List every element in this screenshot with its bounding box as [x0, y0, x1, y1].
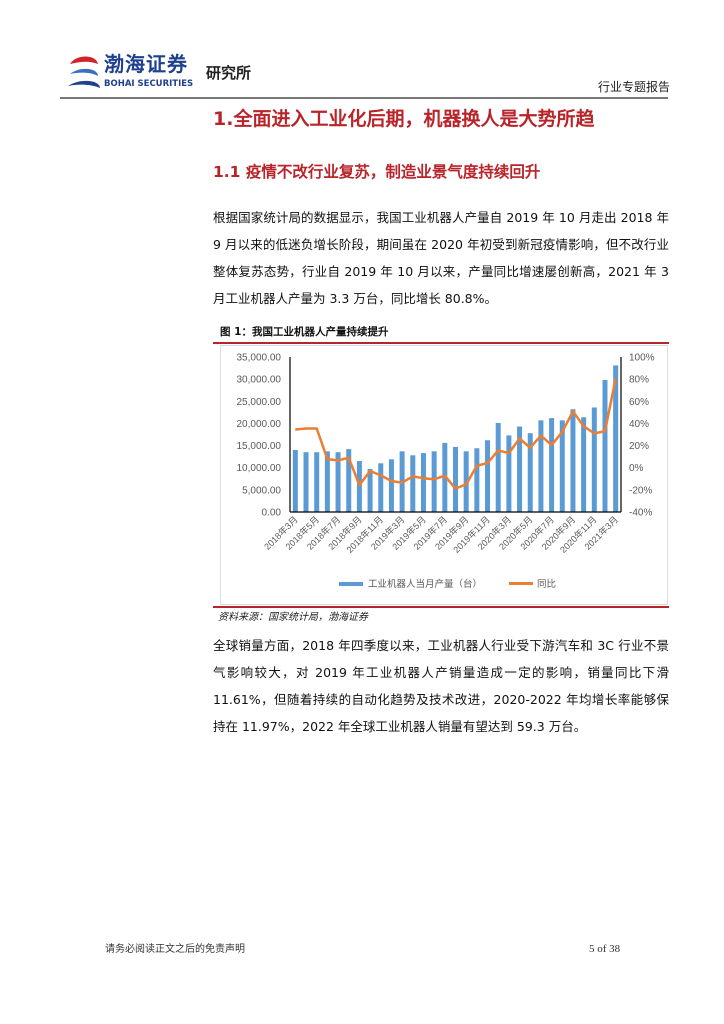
chart-svg: 0.00 5,000.00 10,000.00 15,000.00 20,000.00 2… — [237, 353, 655, 591]
bar — [474, 448, 480, 512]
body-paragraph-2: 全球销量方面，2018 年四季度以来，工业机器人行业受下游汽车和 3C 行业不景… — [213, 638, 669, 734]
legend-line-swatch — [509, 582, 533, 585]
bar — [292, 450, 298, 512]
y-right-tick-label: -20% — [629, 485, 652, 496]
bar — [453, 446, 458, 512]
figure-bottom-rule — [213, 606, 669, 608]
y-left-tick-label: 5,000.00 — [242, 485, 281, 496]
legend-bar-swatch — [339, 582, 363, 586]
bar — [602, 380, 608, 512]
report-type: 行业专题报告 — [598, 80, 671, 94]
bar — [570, 409, 576, 512]
bar — [324, 451, 330, 512]
y-right-tick-label: 0% — [629, 463, 644, 474]
y-left-tick-label: 20,000.00 — [237, 419, 282, 430]
bar — [485, 440, 491, 512]
bar — [538, 420, 544, 512]
bar — [559, 420, 565, 512]
bar — [346, 449, 352, 512]
y-right-tick-label: 80% — [629, 375, 649, 386]
bar — [420, 453, 426, 512]
institute-name: 研究所 — [206, 64, 252, 82]
header-divider — [60, 97, 668, 99]
bar — [356, 461, 362, 512]
production-chart: 0.00 5,000.00 10,000.00 15,000.00 20,000.00 2… — [220, 345, 668, 605]
bar — [431, 451, 437, 512]
bar — [303, 452, 309, 512]
page-number: 5 of 38 — [589, 943, 621, 955]
bar — [506, 435, 512, 512]
bar — [581, 417, 587, 512]
bar — [527, 433, 533, 512]
y-right-tick-label: 100% — [629, 353, 655, 364]
bar — [335, 452, 341, 512]
bar — [591, 407, 597, 512]
y-right-tick-label: 60% — [629, 397, 649, 408]
bar — [517, 426, 523, 512]
bar — [463, 451, 469, 512]
y-left-tick-label: 15,000.00 — [237, 441, 282, 452]
y-left-tick-label: 25,000.00 — [237, 397, 282, 408]
logo-text-cn: 渤海证券 — [104, 52, 188, 76]
subsection-heading: 1.1 疫情不改行业复苏，制造业景气度持续回升 — [213, 163, 541, 181]
bar — [549, 418, 555, 512]
bar — [367, 469, 373, 512]
y-left-tick-label: 0.00 — [262, 508, 282, 519]
bar — [613, 365, 619, 512]
y-left-tick-label: 10,000.00 — [237, 463, 282, 474]
logo-text-en: BOHAI SECURITIES — [104, 79, 194, 89]
legend-line-label: 同比 — [537, 578, 556, 590]
bar — [314, 452, 320, 512]
bohai-logo-icon — [68, 56, 100, 88]
bar — [495, 422, 501, 512]
bar — [410, 455, 416, 512]
bar — [388, 459, 394, 512]
footer-disclaimer: 请务必阅读正文之后的免责声明 — [105, 944, 245, 955]
figure-source: 资料来源：国家统计局，渤海证券 — [218, 612, 368, 623]
y-left-tick-label: 35,000.00 — [237, 353, 282, 364]
y-right-tick-label: 20% — [629, 441, 649, 452]
legend-bar-label: 工业机器人当月产量（台） — [368, 578, 482, 590]
figure-caption: 图 1：我国工业机器人产量持续提升 — [220, 326, 389, 338]
body-paragraph-1: 根据国家统计局的数据显示，我国工业机器人产量自 2019 年 10 月走出 20… — [213, 210, 669, 306]
y-left-tick-label: 30,000.00 — [237, 375, 282, 386]
bar — [378, 463, 384, 512]
y-right-tick-label: 40% — [629, 419, 649, 430]
figure-top-rule — [213, 342, 669, 344]
y-right-tick-label: -40% — [629, 508, 652, 519]
section-heading: 1.全面进入工业化后期，机器换人是大势所趋 — [213, 108, 595, 130]
